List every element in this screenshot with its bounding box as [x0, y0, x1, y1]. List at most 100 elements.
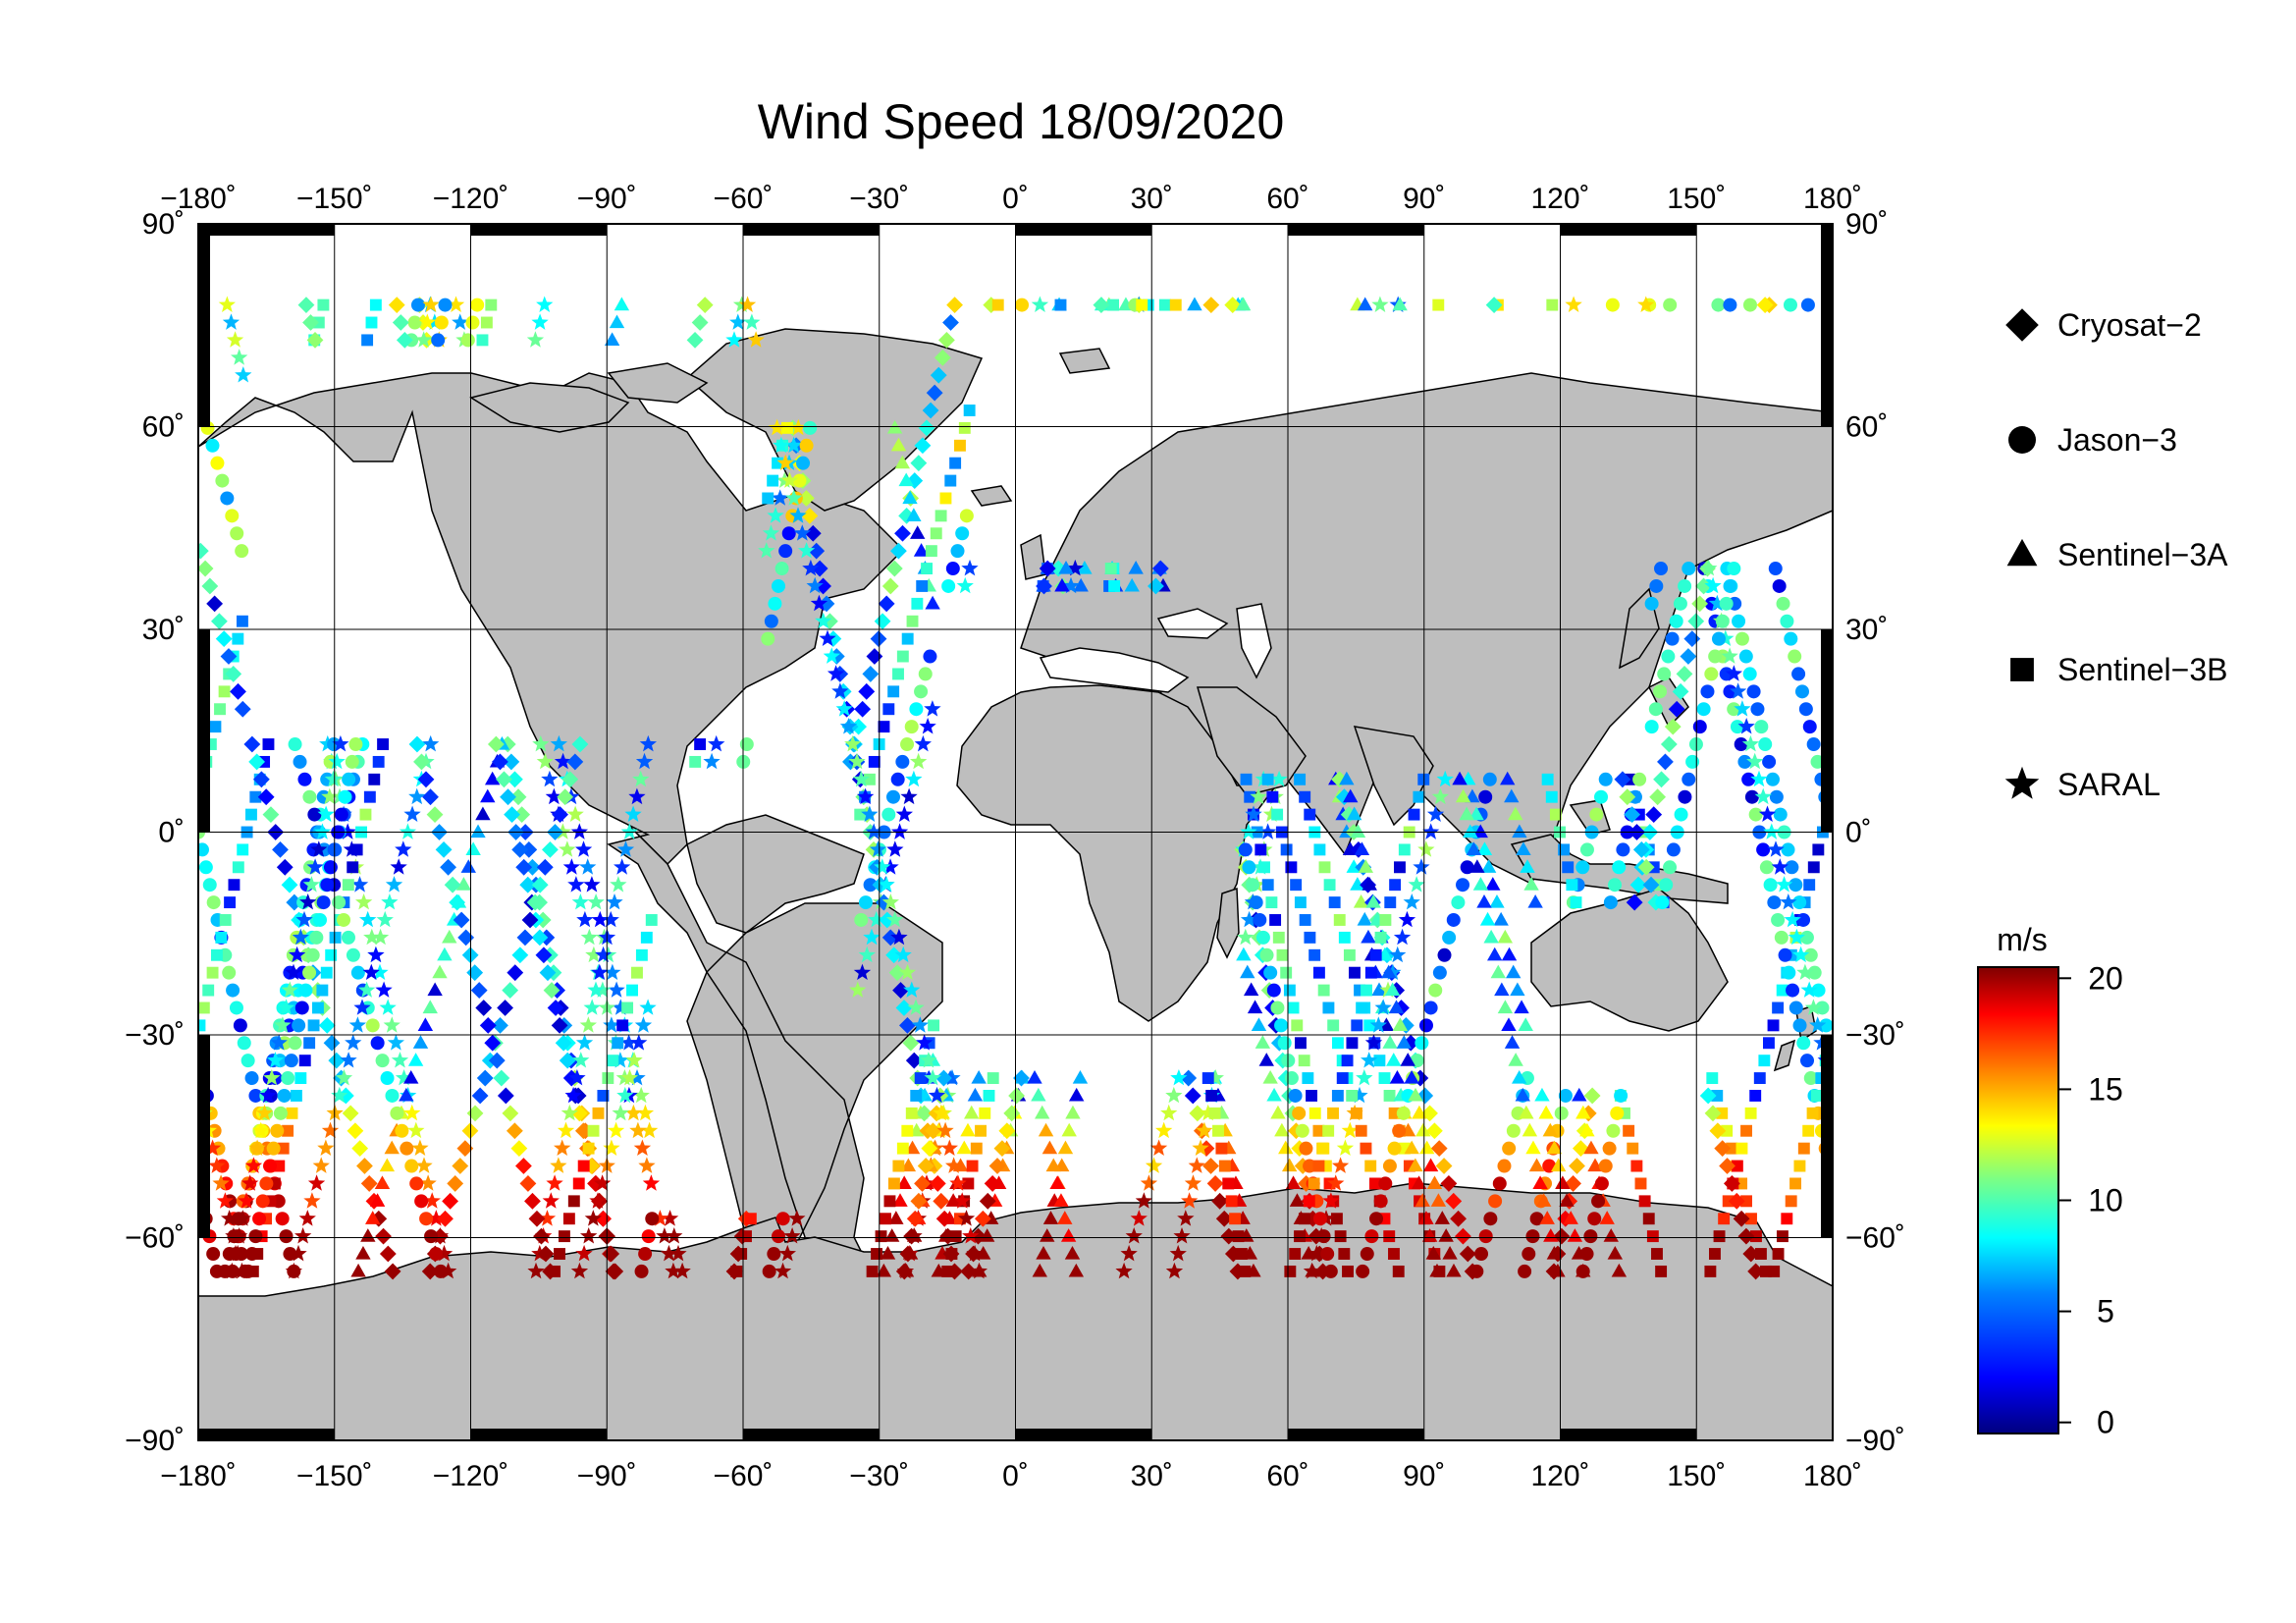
- triangle-wind-point: [1493, 911, 1509, 926]
- star-wind-point: [920, 1052, 937, 1068]
- diamond-wind-point: [895, 1263, 913, 1280]
- circle-wind-point: [767, 1247, 781, 1262]
- star-wind-point: [277, 999, 295, 1015]
- star-wind-point: [743, 313, 761, 330]
- star-wind-point: [570, 823, 588, 839]
- diamond-wind-point: [488, 1052, 506, 1069]
- triangle-wind-point: [1415, 1193, 1430, 1207]
- lon-tick-label-bottom: −150˚: [296, 1460, 373, 1492]
- star-wind-point: [227, 1244, 244, 1262]
- diamond-wind-point: [1649, 788, 1667, 806]
- star-wind-point: [1426, 805, 1445, 822]
- star-wind-point: [898, 963, 917, 980]
- star-wind-point: [802, 559, 820, 576]
- colorbar-gradient: [1977, 966, 2059, 1434]
- triangle-wind-point: [1425, 1245, 1442, 1260]
- triangle-wind-point: [1381, 964, 1397, 979]
- diamond-wind-point: [1719, 1158, 1735, 1174]
- frame-bar-bottom: [1288, 1429, 1424, 1440]
- square-wind-point: [1374, 931, 1387, 944]
- square-wind-point: [1287, 1001, 1300, 1014]
- star-wind-point: [452, 313, 469, 330]
- diamond-wind-point: [1624, 806, 1641, 824]
- square-wind-point: [645, 914, 658, 926]
- star-wind-point: [962, 1227, 980, 1244]
- star-wind-point: [550, 734, 567, 752]
- circle-wind-point: [1811, 983, 1826, 998]
- circle-wind-point: [302, 965, 317, 980]
- circle-wind-point: [1396, 1106, 1411, 1120]
- lon-tick-label-top: 150˚: [1667, 183, 1726, 215]
- diamond-wind-point: [885, 560, 903, 577]
- square-wind-point: [1302, 1072, 1314, 1085]
- triangle-wind-point: [1054, 577, 1070, 592]
- circle-wind-point: [1735, 631, 1749, 646]
- diamond-wind-point: [866, 648, 883, 665]
- square-wind-point: [237, 843, 249, 856]
- star-wind-point: [1413, 858, 1430, 875]
- triangle-wind-point: [1559, 1193, 1575, 1207]
- square-wind-point: [1373, 1055, 1386, 1067]
- diamond-wind-point: [1704, 1105, 1722, 1122]
- triangle-wind-point: [609, 314, 625, 329]
- star-wind-point: [632, 770, 650, 787]
- triangle-wind-point: [442, 929, 457, 944]
- circle-wind-point: [226, 983, 240, 998]
- star-wind-point: [642, 1174, 661, 1191]
- square-wind-point: [1312, 966, 1325, 979]
- star-wind-point: [591, 910, 609, 928]
- triangle-wind-point: [956, 1140, 972, 1155]
- diamond-wind-point: [492, 753, 508, 771]
- star-wind-point: [1196, 1121, 1213, 1139]
- circle-wind-point: [923, 649, 937, 664]
- triangle-wind-point: [1353, 894, 1369, 908]
- square-wind-point: [562, 1213, 575, 1225]
- square-wind-point: [210, 948, 223, 961]
- triangle-wind-point: [1519, 1105, 1534, 1119]
- star-wind-point: [612, 999, 629, 1015]
- diamond-wind-point: [914, 437, 932, 455]
- star-wind-point: [294, 1227, 312, 1244]
- circle-wind-point: [1502, 1141, 1517, 1156]
- circle-wind-point: [1575, 1264, 1590, 1278]
- diamond-wind-point: [921, 1140, 938, 1158]
- square-wind-point: [868, 755, 881, 768]
- triangle-wind-point: [1487, 947, 1503, 961]
- star-wind-point: [628, 787, 646, 805]
- diamond-wind-point: [413, 753, 430, 771]
- star-wind-point: [1165, 1262, 1184, 1279]
- triangle-wind-point: [1042, 1211, 1059, 1224]
- square-wind-point: [209, 721, 222, 733]
- star-wind-point: [339, 823, 356, 839]
- square-wind-point: [1322, 1124, 1335, 1137]
- diamond-wind-point: [426, 806, 444, 824]
- circle-wind-point: [283, 1247, 297, 1262]
- circle-wind-point: [885, 789, 900, 804]
- caspian-sea: [1236, 603, 1272, 679]
- square-wind-point: [1388, 1107, 1401, 1119]
- star-wind-point: [632, 1086, 650, 1104]
- star-wind-point: [541, 770, 559, 787]
- star-wind-point: [1160, 1104, 1178, 1121]
- star-wind-point: [587, 893, 605, 910]
- square-wind-point: [1781, 1213, 1793, 1225]
- star-wind-point: [1754, 787, 1772, 805]
- square-wind-point: [1398, 1142, 1411, 1155]
- star-wind-point: [780, 471, 799, 488]
- star-wind-point: [1062, 576, 1080, 594]
- triangle-wind-point: [1278, 1140, 1294, 1155]
- circle-wind-point: [424, 1229, 439, 1244]
- lat-tick-label-left: −60˚: [125, 1222, 185, 1255]
- diamond-wind-point: [225, 666, 242, 682]
- triangle-wind-point: [1350, 877, 1365, 891]
- star-wind-point: [639, 734, 657, 752]
- square-wind-point: [286, 1107, 298, 1119]
- diamond-wind-point: [874, 613, 891, 630]
- diamond-wind-point: [899, 1016, 916, 1034]
- star-wind-point: [579, 1016, 597, 1033]
- star-wind-point: [345, 1034, 362, 1051]
- circle-wind-point: [1460, 860, 1474, 875]
- circle-wind-point: [1800, 1054, 1815, 1068]
- star-wind-point: [252, 1121, 270, 1139]
